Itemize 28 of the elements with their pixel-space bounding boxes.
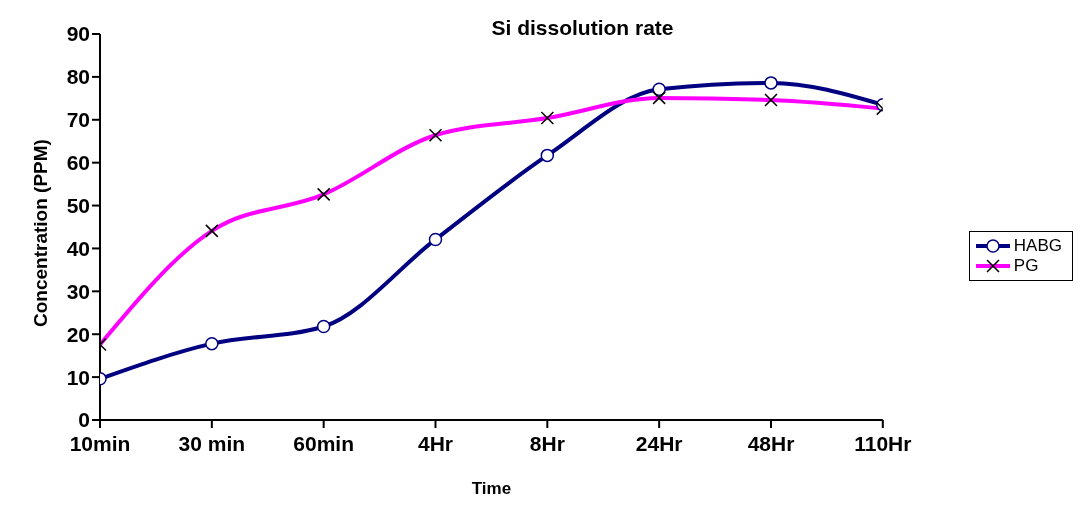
x-tick-label: 8Hr [529, 431, 565, 455]
x-tick-label: 4Hr [417, 431, 454, 455]
point [428, 232, 443, 247]
x-tick-label: 110Hr [854, 431, 912, 455]
y-tick-label: 90 [66, 22, 90, 46]
y-tick-label: 70 [66, 108, 90, 132]
x-tick-label: 10min [69, 431, 131, 455]
y-axis-title: Concentration (PPM) [29, 139, 51, 327]
chart-title: Si dissolution rate [491, 16, 674, 39]
y-tick-label: 20 [66, 322, 90, 346]
point [764, 76, 778, 90]
x-tick-label: 30 min [178, 431, 246, 455]
x-tick-label: 48Hr [747, 431, 795, 455]
x-axis-title: Time [471, 479, 512, 498]
x-tick-label: 24Hr [635, 431, 683, 455]
point [316, 319, 331, 334]
legend-label: HABG [1013, 236, 1062, 256]
y-tick-label: 0 [78, 408, 90, 432]
y-tick-label: 40 [66, 236, 90, 260]
y-tick-label: 80 [66, 65, 90, 89]
point [205, 336, 219, 351]
y-tick-label: 60 [66, 151, 90, 175]
point [540, 148, 555, 163]
legend-label: PG [1013, 256, 1039, 276]
x-tick-label: 60min [293, 431, 355, 455]
y-tick-label: 30 [66, 279, 90, 303]
y-tick-label: 50 [66, 194, 90, 218]
y-tick-label: 10 [66, 365, 90, 389]
